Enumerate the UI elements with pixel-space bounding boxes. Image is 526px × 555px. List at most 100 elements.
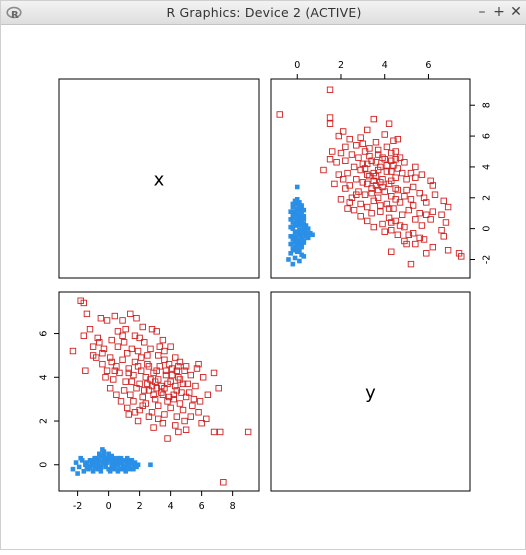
point-red-x-vs-y	[108, 358, 115, 366]
left-axis-tick-label: 6	[39, 331, 50, 337]
point-red-y-vs-x	[368, 185, 375, 192]
point-red-x-vs-y	[80, 332, 88, 339]
point-red-x-vs-y	[144, 352, 151, 359]
point-red-y-vs-x	[385, 205, 393, 212]
point-red-x-vs-y	[192, 382, 199, 390]
point-red-y-vs-x	[420, 194, 428, 201]
close-button[interactable]: ✕	[510, 4, 522, 20]
point-red-x-vs-y	[145, 387, 153, 394]
point-red-y-vs-x	[396, 222, 404, 229]
point-red-y-vs-x	[438, 226, 445, 234]
point-red-y-vs-x	[353, 191, 360, 198]
point-red-y-vs-x	[390, 205, 397, 212]
point-red-y-vs-x	[394, 231, 402, 239]
point-red-x-vs-y	[144, 380, 151, 388]
point-red-y-vs-x	[361, 191, 369, 198]
point-red-y-vs-x	[377, 202, 384, 209]
point-red-x-vs-y	[150, 391, 157, 398]
point-red-y-vs-x	[342, 143, 349, 151]
point-red-y-vs-x	[329, 148, 336, 155]
point-red-y-vs-x	[339, 128, 347, 135]
right-axis-tick-label: 0	[482, 226, 493, 232]
point-red-x-vs-y	[125, 365, 132, 372]
point-red-x-vs-y	[162, 371, 170, 379]
point-red-x-vs-y	[167, 404, 174, 412]
title-bar[interactable]: R R Graphics: Device 2 (ACTIVE) – + ✕	[1, 1, 526, 25]
point-red-y-vs-x	[392, 156, 399, 163]
point-red-x-vs-y	[102, 374, 109, 381]
point-red-x-vs-y	[131, 332, 139, 339]
point-blue-x-vs-y	[124, 455, 130, 461]
point-red-y-vs-x	[396, 154, 404, 161]
point-red-x-vs-y	[176, 376, 184, 383]
minimize-button[interactable]: –	[478, 4, 486, 20]
point-red-x-vs-y	[133, 385, 140, 392]
point-red-x-vs-y	[120, 339, 128, 346]
point-red-x-vs-y	[172, 382, 179, 390]
point-red-y-vs-x	[364, 126, 371, 134]
point-red-x-vs-y	[215, 385, 222, 392]
point-red-x-vs-y	[173, 367, 181, 374]
point-red-x-vs-y	[134, 417, 142, 425]
point-red-y-vs-x	[374, 146, 382, 154]
point-red-x-vs-y	[182, 363, 190, 370]
point-red-x-vs-y	[195, 360, 202, 368]
point-blue-x-vs-y	[121, 464, 127, 470]
point-red-y-vs-x	[357, 134, 364, 141]
right-axis-tick-label: 2	[482, 195, 493, 201]
point-red-y-vs-x	[377, 179, 384, 186]
point-blue-x-vs-y	[110, 462, 116, 468]
point-red-x-vs-y	[130, 398, 137, 405]
point-blue-x-vs-y	[84, 464, 90, 470]
point-red-y-vs-x	[388, 226, 395, 234]
point-red-x-vs-y	[175, 374, 182, 381]
point-red-x-vs-y	[94, 334, 101, 342]
point-blue-y-vs-x	[301, 254, 307, 259]
top-axis-tick-label: 6	[425, 60, 431, 71]
panel-x-diagonal	[58, 78, 260, 279]
bottom-axis-tick-label: 8	[230, 501, 236, 512]
point-red-x-vs-y	[173, 413, 181, 420]
point-blue-y-vs-x	[292, 247, 298, 253]
point-red-y-vs-x	[361, 148, 369, 155]
point-red-x-vs-y	[172, 354, 179, 361]
point-red-x-vs-y	[195, 409, 202, 416]
point-red-x-vs-y	[141, 387, 148, 394]
point-red-y-vs-x	[366, 172, 373, 180]
point-red-y-vs-x	[372, 139, 380, 146]
top-axis-tick-label: 0	[294, 60, 300, 71]
maximize-button[interactable]: +	[493, 4, 505, 20]
point-red-x-vs-y	[196, 398, 204, 405]
point-red-y-vs-x	[344, 169, 351, 177]
point-red-x-vs-y	[155, 352, 162, 359]
bottom-axis-tick-label: 6	[199, 501, 205, 512]
point-red-y-vs-x	[388, 177, 395, 185]
point-red-x-vs-y	[147, 345, 154, 353]
point-red-y-vs-x	[444, 247, 452, 254]
point-blue-y-vs-x	[290, 261, 296, 267]
point-red-y-vs-x	[333, 159, 340, 166]
svg-text:R: R	[11, 10, 19, 21]
point-red-x-vs-y	[189, 402, 196, 409]
point-blue-x-vs-y	[98, 453, 104, 459]
point-red-x-vs-y	[181, 417, 188, 425]
right-axis-tick-label: 4	[482, 164, 493, 170]
point-red-x-vs-y	[172, 422, 179, 429]
point-blue-x-vs-y	[81, 469, 87, 474]
point-red-x-vs-y	[124, 350, 131, 357]
point-red-x-vs-y	[181, 367, 188, 374]
point-blue-y-vs-x	[288, 224, 293, 230]
point-red-x-vs-y	[187, 413, 194, 420]
left-axis-tick-label: 4	[39, 374, 50, 380]
point-red-x-vs-y	[244, 428, 252, 436]
point-red-y-vs-x	[416, 210, 423, 217]
point-red-y-vs-x	[337, 196, 345, 203]
point-blue-x-vs-y	[110, 455, 116, 461]
point-blue-y-vs-x	[292, 235, 298, 241]
point-red-x-vs-y	[182, 393, 190, 401]
point-blue-y-vs-x	[292, 210, 298, 216]
point-red-y-vs-x	[383, 143, 391, 151]
point-blue-x-vs-y	[135, 462, 141, 468]
point-red-y-vs-x	[403, 240, 410, 248]
